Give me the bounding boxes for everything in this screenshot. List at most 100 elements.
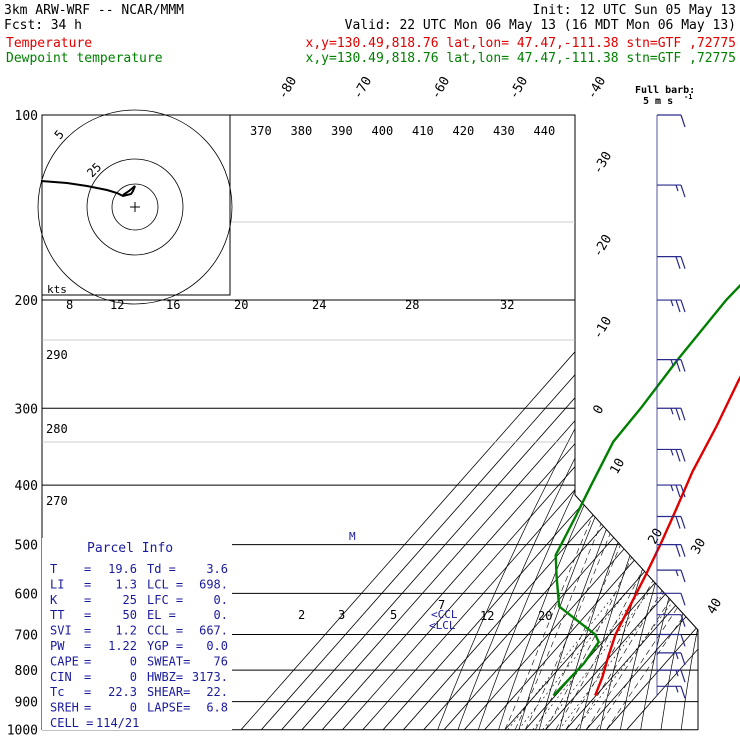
wind-barb-half	[675, 569, 679, 577]
pressure-tick-label: 400	[15, 479, 38, 494]
wind-barb-full	[675, 359, 681, 372]
isotherm-line	[464, 115, 698, 730]
parcel-row-value: 1.3	[115, 577, 137, 591]
wind-barb-full	[680, 184, 686, 198]
isotherm-line	[626, 115, 698, 730]
isotherm-line	[301, 115, 698, 730]
wind-barb	[657, 114, 686, 128]
barb-key-title: Full barb:	[635, 85, 695, 96]
parcel-row-label-2: SHEAR=	[147, 685, 190, 699]
wind-barb	[657, 669, 686, 683]
wind-barb-full	[680, 634, 686, 647]
dry-adiabat-line	[498, 115, 698, 730]
grid-clip-group	[240, 115, 740, 730]
wind-barb-full	[680, 449, 686, 462]
wind-barb-full	[675, 408, 681, 421]
parcel-row-label-2: CCL =	[147, 624, 183, 638]
isotherm-line	[504, 115, 698, 730]
cell-label: CELL =	[50, 716, 93, 730]
wind-barb	[657, 184, 686, 198]
isotherm-line	[403, 115, 698, 730]
parcel-row-value-2: 0.	[214, 608, 228, 622]
isotherm-line	[362, 115, 698, 730]
wind-barb-half	[675, 669, 679, 677]
parcel-row-label-2: SWEAT=	[147, 654, 190, 668]
isotherm-label: -20	[590, 232, 615, 260]
legend-temperature-name: Temperature	[6, 36, 92, 51]
diagram-frame	[42, 114, 699, 730]
hodograph-unit-label: kts	[47, 283, 67, 296]
speed-label: 32	[500, 298, 514, 312]
pressure-tick-label: 600	[15, 587, 38, 602]
parcel-row-value-2: 3.6	[206, 562, 228, 576]
parcel-row-equals: =	[84, 608, 91, 622]
wind-barb-half	[670, 299, 674, 307]
parcel-row-value: 0	[130, 670, 137, 684]
isotherm-line	[565, 115, 698, 730]
wind-barbs	[656, 114, 686, 699]
theta-label: 410	[412, 124, 434, 138]
parcel-row-label: Tc	[50, 685, 64, 699]
mixing-ratio-label: 3	[338, 608, 345, 622]
theta-label: 420	[453, 124, 475, 138]
parcel-row-value-2: 22.	[206, 685, 228, 699]
isotherm-label: -10	[590, 314, 615, 342]
dry-adiabat-line	[640, 115, 698, 730]
isotherm-line	[423, 115, 698, 730]
init-time: Init: 12 UTC Sun 05 May 13	[533, 3, 737, 18]
isotherm-label: -60	[428, 74, 453, 102]
isotherm-label: -80	[275, 74, 300, 102]
cell-value: 114/21	[96, 716, 139, 730]
barb-key-value: 5 m s	[643, 96, 673, 107]
parcel-row-label: SREH	[50, 701, 79, 715]
speed-label: 12	[110, 298, 124, 312]
isotherm-line	[545, 115, 698, 730]
speed-label: 24	[312, 298, 326, 312]
mixing-ratio-label: 12	[480, 609, 494, 623]
moist-adiabat-line	[514, 299, 698, 730]
parcel-row-label-2: LFC =	[147, 593, 183, 607]
wind-barb	[657, 652, 686, 666]
wind-barb-full	[675, 449, 681, 462]
parcel-row-label: T	[50, 562, 57, 576]
mixing-ratio-label: 20	[538, 609, 552, 623]
parcel-row-value-2: 0.	[214, 593, 228, 607]
wind-barb-full	[680, 652, 686, 666]
mixing-ratio-label: 7	[438, 598, 445, 612]
wind-barb	[657, 569, 686, 583]
isotherm-line	[585, 115, 698, 730]
wind-barb-full	[680, 544, 686, 557]
parcel-row-equals: =	[84, 654, 91, 668]
theta-label: 370	[250, 124, 272, 138]
wind-barb-full	[675, 484, 681, 498]
wind-barb-half	[675, 184, 679, 192]
wind-barb	[657, 299, 686, 313]
dewpoint-profile-line	[552, 283, 740, 697]
parcel-row-label: CAPE	[50, 654, 79, 668]
valid-time: Valid: 22 UTC Mon 06 May 13 (16 MDT Mon …	[345, 18, 736, 33]
parcel-row-label-2: Td =	[147, 562, 176, 576]
hodograph-frame	[41, 114, 231, 296]
isotherm-line	[261, 115, 698, 730]
dry-adiabat-line	[702, 115, 740, 730]
ccl-marker: <CCL	[431, 608, 458, 621]
mixing-ratio-label: 5	[390, 608, 397, 622]
wind-barb-full	[680, 114, 686, 128]
wind-barb-half	[670, 408, 674, 415]
parcel-row-label: SVI	[50, 624, 72, 638]
wind-barb-half	[675, 652, 679, 660]
barb-key: Full barb: 5 m s -1	[635, 85, 695, 107]
wind-barb	[657, 448, 686, 462]
wind-barb	[657, 515, 686, 529]
wind-barb-full	[680, 299, 686, 313]
hodograph-ring	[37, 109, 233, 305]
dry-adiabat-line	[680, 115, 698, 730]
pressure-tick-label: 900	[15, 696, 38, 711]
parcel-row-value: 0	[130, 654, 137, 668]
speed-label: 8	[66, 298, 73, 312]
isotherm-label: 30	[688, 536, 709, 557]
dry-adiabat-line	[620, 115, 698, 730]
wind-barb-half	[670, 449, 674, 456]
wind-barb-full	[680, 359, 686, 372]
